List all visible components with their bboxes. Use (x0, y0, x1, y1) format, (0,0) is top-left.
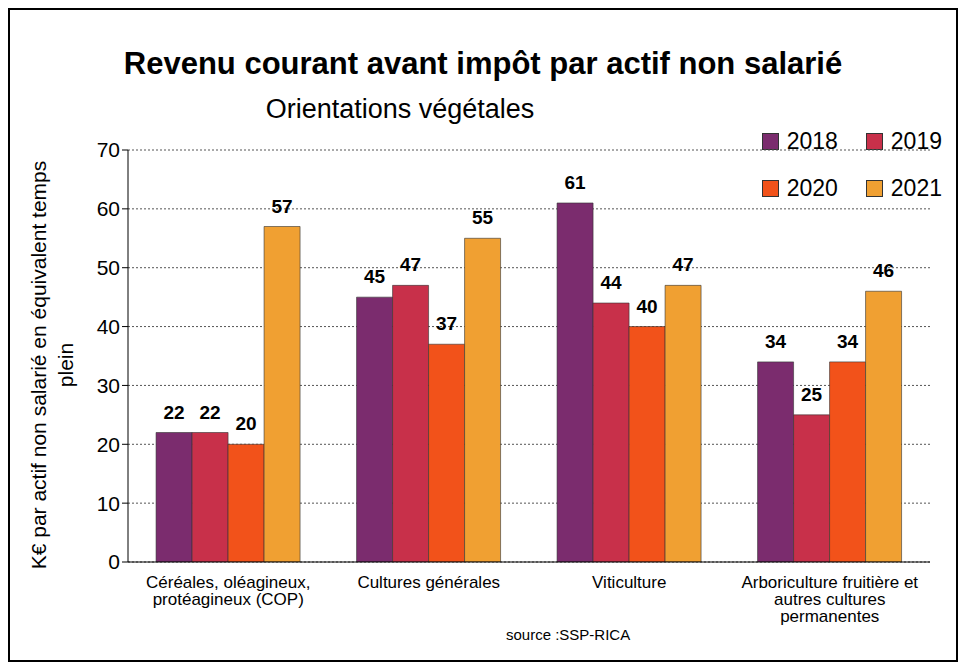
svg-text:40: 40 (97, 315, 120, 338)
svg-text:50: 50 (97, 256, 120, 279)
svg-text:57: 57 (271, 196, 292, 217)
svg-text:22: 22 (163, 402, 184, 423)
svg-text:46: 46 (873, 260, 894, 281)
html-text:2021: 2021 (890, 175, 942, 201)
svg-text:61: 61 (564, 172, 586, 193)
svg-text:60: 60 (97, 197, 120, 220)
html-text:Orientations végétales: Orientations végétales (265, 94, 535, 124)
svg-text:25: 25 (801, 384, 823, 405)
svg-text:55: 55 (472, 207, 494, 228)
svg-text:Céréales, oléagineux,protéagin: Céréales, oléagineux,protéagineux (COP) (146, 573, 310, 609)
svg-text:Arboriculture fruitière etautr: Arboriculture fruitière etautres culture… (741, 573, 918, 626)
svg-text:0: 0 (108, 550, 120, 573)
svg-text:47: 47 (672, 254, 693, 275)
svg-text:22: 22 (199, 402, 220, 423)
svg-text:34: 34 (765, 331, 787, 352)
html-text:2018: 2018 (786, 128, 838, 154)
html-text:2019: 2019 (890, 128, 942, 154)
svg-text:47: 47 (400, 254, 421, 275)
html-text:Revenu courant avant impôt par: Revenu courant avant impôt par actif non… (123, 46, 843, 81)
html-text:source :SSP-RICA: source :SSP-RICA (506, 626, 631, 643)
svg-text:20: 20 (235, 413, 256, 434)
svg-text:20: 20 (97, 433, 120, 456)
svg-text:37: 37 (436, 313, 457, 334)
svg-text:30: 30 (97, 374, 120, 397)
svg-text:10: 10 (97, 492, 120, 515)
svg-text:40: 40 (636, 296, 657, 317)
html-text:2020: 2020 (786, 175, 838, 201)
svg-text:Cultures générales: Cultures générales (357, 573, 500, 592)
svg-text:70: 70 (97, 138, 120, 161)
svg-text:44: 44 (600, 272, 622, 293)
html-text:K€ par actif non salarié en éq: K€ par actif non salarié en équivalent t… (27, 160, 77, 570)
svg-text:Viticulture: Viticulture (592, 573, 666, 592)
svg-text:45: 45 (364, 266, 386, 287)
svg-text:34: 34 (837, 331, 859, 352)
